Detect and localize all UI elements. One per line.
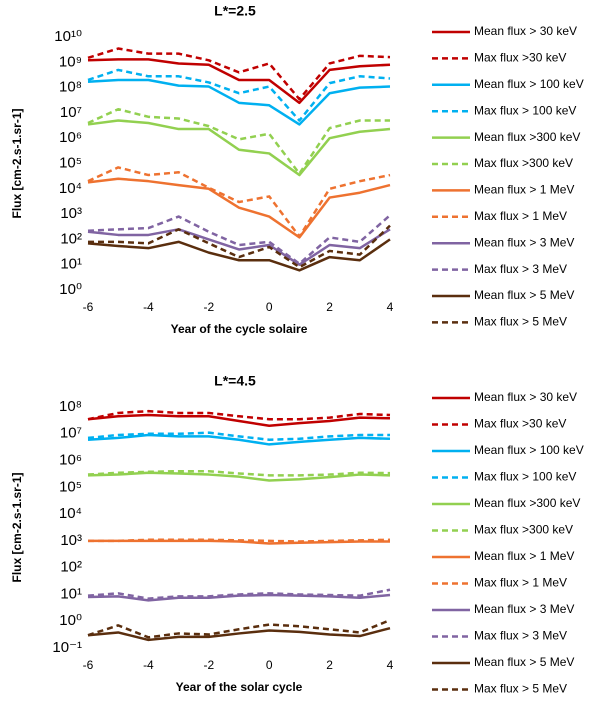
y-tick-label: 10⁶ (59, 129, 82, 146)
legend-label: Mean flux > 5 MeV (474, 655, 574, 669)
y-tick-label: 10⁵ (59, 154, 82, 171)
legend-label: Max flux >300 keV (474, 156, 573, 170)
x-tick-label: 0 (266, 300, 273, 314)
series-line (87, 431, 390, 441)
y-axis-label: Flux [cm-2.s-1.sr-1] (10, 108, 24, 218)
series-line (87, 107, 390, 175)
x-tick-label: 0 (266, 658, 273, 672)
series-line (87, 68, 391, 122)
y-tick-label: 10⁰ (59, 281, 82, 298)
series-line (87, 58, 391, 105)
legend-label: Max flux > 3 MeV (474, 262, 567, 276)
series-line (87, 78, 391, 126)
legend-label: Mean flux > 30 keV (474, 390, 577, 404)
legend-label: Max flux > 100 keV (474, 103, 576, 117)
y-tick-label: 10⁻¹ (52, 639, 82, 656)
y-tick-label: 10⁴ (59, 180, 82, 197)
x-tick-label: 2 (326, 658, 333, 672)
legend-label: Max flux >30 keV (474, 51, 566, 65)
series-line (87, 618, 391, 639)
series-line (87, 433, 391, 446)
series-line (87, 177, 391, 239)
series-line (87, 214, 391, 265)
x-axis-label: Year of the solar cycle (176, 680, 303, 694)
x-tick-label: -2 (203, 300, 214, 314)
y-tick-label: 10¹⁰ (54, 28, 82, 45)
legend-label: Mean flux >300 keV (474, 496, 580, 510)
legend-label: Mean flux >300 keV (474, 130, 580, 144)
x-tick-label: -6 (83, 300, 94, 314)
y-tick-label: 10³ (60, 205, 82, 222)
series-line (87, 47, 391, 101)
y-tick-label: 10⁹ (59, 53, 82, 70)
y-tick-label: 10¹ (60, 585, 82, 602)
y-tick-label: 10⁰ (59, 612, 82, 629)
x-tick-label: -2 (203, 658, 214, 672)
y-tick-label: 10⁸ (59, 79, 82, 96)
series-line (87, 119, 391, 177)
series-line (88, 538, 391, 543)
legend-label: Max flux > 3 MeV (474, 629, 567, 643)
series-line (87, 238, 391, 272)
series-line (87, 228, 391, 266)
legend-label: Max flux >300 keV (474, 523, 573, 537)
legend-label: Max flux > 5 MeV (474, 682, 567, 696)
series-line (88, 224, 391, 269)
y-tick-label: 10⁸ (59, 398, 82, 415)
legend-label: Mean flux > 1 MeV (474, 549, 574, 563)
x-tick-label: -4 (143, 658, 154, 672)
legend-label: Max flux > 1 MeV (474, 209, 567, 223)
series-line (87, 588, 391, 600)
chart-title: L*=2.5 (214, 3, 256, 19)
x-tick-label: -6 (83, 658, 94, 672)
series-line (87, 166, 391, 238)
legend-label: Mean flux > 3 MeV (474, 602, 574, 616)
legend-label: Max flux > 100 keV (474, 470, 576, 484)
legend-label: Mean flux > 30 keV (474, 24, 577, 38)
legend-label: Mean flux > 5 MeV (474, 288, 574, 302)
y-tick-label: 10² (60, 559, 82, 576)
x-tick-label: 4 (387, 300, 394, 314)
series-line (87, 409, 391, 421)
series-line (87, 469, 391, 477)
series-line (87, 413, 391, 427)
y-tick-label: 10⁴ (59, 505, 82, 522)
legend-label: Mean flux > 100 keV (474, 77, 584, 91)
chart-title: L*=4.5 (214, 373, 256, 389)
x-tick-label: -4 (143, 300, 154, 314)
legend-label: Max flux > 5 MeV (474, 315, 567, 329)
y-tick-label: 10¹ (60, 256, 82, 273)
x-tick-label: 2 (326, 300, 333, 314)
x-tick-label: 4 (387, 658, 394, 672)
series-line (87, 626, 391, 642)
y-tick-label: 10⁶ (59, 452, 82, 469)
legend-label: Max flux > 1 MeV (474, 576, 567, 590)
y-tick-label: 10³ (60, 532, 82, 549)
legend-label: Mean flux > 100 keV (474, 443, 584, 457)
y-tick-label: 10⁷ (60, 425, 82, 442)
x-axis-label: Year of the cycle solaire (171, 322, 308, 336)
y-tick-label: 10² (60, 230, 82, 247)
legend-label: Mean flux > 3 MeV (474, 235, 574, 249)
y-tick-label: 10⁵ (59, 478, 82, 495)
y-tick-label: 10⁷ (60, 104, 82, 121)
legend-label: Mean flux > 1 MeV (474, 183, 574, 197)
legend-label: Max flux >30 keV (474, 417, 566, 431)
y-axis-label: Flux [cm-2.s-1.sr-1] (10, 472, 24, 582)
